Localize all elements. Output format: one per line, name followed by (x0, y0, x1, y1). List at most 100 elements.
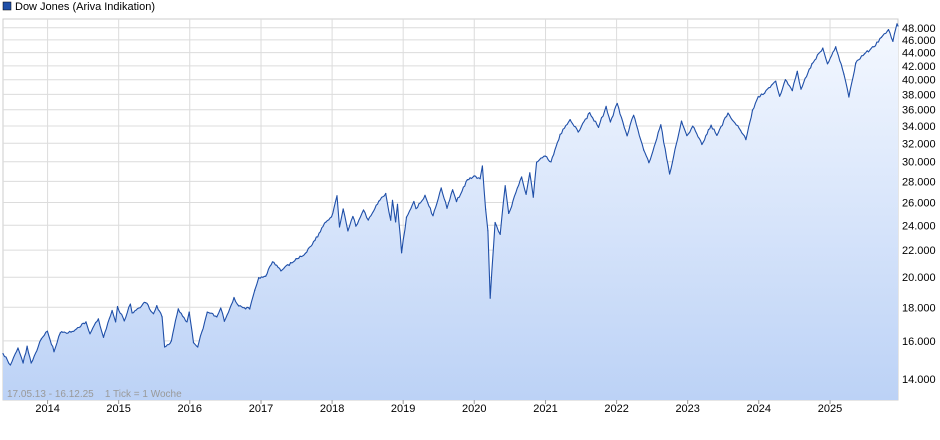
data-point (347, 230, 349, 232)
data-point (826, 63, 829, 65)
data-point (521, 176, 523, 178)
data-point (892, 40, 894, 43)
data-point (508, 212, 510, 214)
data-point (727, 112, 729, 114)
data-point (197, 346, 199, 348)
data-point (779, 95, 781, 97)
data-point (352, 215, 354, 218)
data-point (811, 63, 813, 65)
y-tick-label: 26.000 (902, 197, 936, 209)
data-point (525, 193, 527, 195)
data-point (192, 342, 195, 344)
data-point (314, 239, 316, 241)
data-point (692, 125, 694, 127)
x-tick-label: 2018 (320, 403, 344, 415)
data-point (597, 126, 600, 128)
data-point (633, 114, 635, 116)
data-point (796, 70, 798, 72)
x-axis-labels: 2014 2015 2016 2017 2018 2019 2020 2021 2022 2023… (35, 403, 842, 415)
data-point (605, 105, 607, 107)
data-point (896, 23, 898, 25)
y-tick-label: 14.000 (902, 374, 936, 386)
y-tick-label: 20.000 (902, 272, 936, 284)
data-point (233, 296, 235, 299)
legend-label: Dow Jones (Ariva Indikation) (15, 1, 155, 13)
data-point (177, 308, 179, 310)
data-point (626, 135, 628, 137)
data-point (367, 219, 369, 221)
data-point (485, 208, 487, 210)
data-point (446, 207, 448, 209)
legend-swatch (2, 1, 12, 11)
data-point (40, 338, 42, 340)
data-point (295, 258, 297, 260)
data-point (271, 261, 274, 263)
data-point (413, 200, 415, 203)
x-tick-label: 2015 (106, 403, 130, 415)
x-tick-label: 2023 (675, 403, 699, 415)
data-point (863, 53, 866, 55)
data-point (223, 320, 225, 322)
data-point (532, 196, 534, 198)
data-point (897, 25, 899, 27)
x-tick-label: 2022 (604, 403, 628, 415)
data-point (97, 318, 99, 320)
data-point (529, 172, 531, 174)
data-point (751, 109, 754, 111)
data-point (757, 96, 759, 98)
y-tick-label: 42.000 (902, 61, 936, 73)
x-tick-label: 2016 (178, 403, 202, 415)
data-point (544, 155, 546, 157)
data-point (164, 346, 166, 348)
data-point (569, 119, 571, 121)
data-point (452, 189, 454, 191)
data-point (739, 129, 742, 131)
y-tick-label: 24.000 (902, 220, 936, 232)
y-tick-label: 34.000 (902, 121, 936, 133)
data-point (396, 203, 399, 205)
data-point (648, 162, 650, 164)
y-tick-label: 44.000 (902, 48, 936, 60)
data-point (440, 187, 442, 189)
data-point (577, 131, 579, 133)
x-tick-label: 2017 (249, 403, 273, 415)
data-point (487, 230, 489, 232)
data-point (9, 364, 11, 366)
data-point (855, 62, 857, 64)
data-point (504, 185, 506, 187)
data-point (716, 134, 718, 136)
data-point (822, 47, 824, 49)
data-point (156, 305, 158, 307)
data-point (258, 277, 260, 279)
data-point (152, 313, 155, 315)
data-point (424, 194, 426, 196)
data-point (800, 88, 802, 90)
data-point (131, 312, 133, 314)
data-point (249, 308, 251, 310)
data-point (791, 90, 793, 92)
data-point (775, 80, 777, 82)
y-tick-label: 32.000 (902, 138, 936, 150)
data-point (216, 316, 218, 318)
x-tick-label: 2024 (747, 403, 771, 415)
data-point (466, 179, 468, 181)
data-point (89, 333, 91, 335)
y-tick-label: 22.000 (902, 245, 936, 257)
data-point (46, 330, 49, 332)
data-point (59, 332, 61, 334)
data-point (355, 225, 357, 227)
data-point (710, 124, 712, 126)
data-point (843, 73, 845, 75)
series-line (2, 23, 899, 366)
y-tick-label: 28.000 (902, 176, 936, 188)
area-fill-layer (3, 23, 898, 401)
series-line-layer (2, 23, 899, 366)
data-point (390, 219, 392, 221)
data-point (70, 331, 72, 333)
data-point (536, 161, 538, 163)
data-point (880, 36, 883, 39)
data-point (2, 353, 4, 355)
data-point (220, 307, 222, 309)
